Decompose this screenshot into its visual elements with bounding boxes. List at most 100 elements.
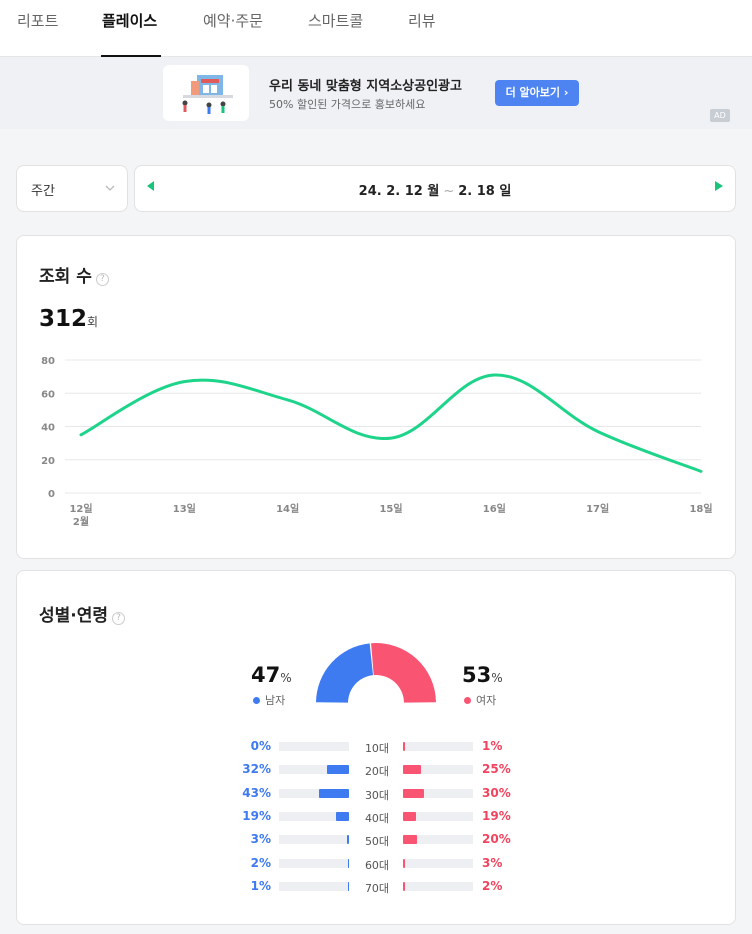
tab-report[interactable]: 리포트 <box>17 12 59 30</box>
views-series-line <box>79 373 703 473</box>
female-age-percent: 25% <box>482 762 511 777</box>
male-age-bar-track <box>279 811 349 821</box>
x-tick-label: 18일 <box>689 502 712 515</box>
ad-illustration <box>163 65 249 121</box>
views-total-unit: 회 <box>87 315 99 329</box>
views-line-chart: 0 20 40 60 80 12일 13일 14일 15일 16일 17일 18일 2월 <box>41 356 712 528</box>
help-icon[interactable]: ? <box>112 612 126 625</box>
male-percent: 47% <box>251 663 292 687</box>
active-tab-indicator <box>101 55 161 57</box>
tab-review[interactable]: 리뷰 <box>408 12 436 30</box>
female-age-bar-track <box>403 742 473 751</box>
male-age-bar <box>335 811 349 821</box>
tab-reservation-order[interactable]: 예약·주문 <box>203 12 263 30</box>
age-group-label: 60대 <box>364 858 390 872</box>
age-group-label: 50대 <box>364 835 390 849</box>
ad-banner[interactable]: 우리 동네 맞춤형 지역소상공인광고 50% 할인된 가격으로 홍보하세요 더 … <box>0 57 752 129</box>
gender-age-title-row: 성별·연령? <box>39 601 126 626</box>
x-tick-label: 16일 <box>483 502 506 515</box>
male-age-bar-track <box>279 788 349 798</box>
female-age-bar <box>403 765 421 775</box>
male-age-percent: 32% <box>242 762 271 777</box>
age-group-label: 20대 <box>364 765 390 779</box>
y-tick-label: 40 <box>41 423 55 434</box>
gender-age-title: 성별·연령 <box>39 606 109 626</box>
x-tick-label: 13일 <box>173 502 196 515</box>
age-row: 19% 40대 19% <box>17 806 737 826</box>
y-tick-label: 60 <box>41 389 55 400</box>
ad-badge: AD <box>710 109 730 122</box>
period-selected-value: 주간 <box>31 184 55 199</box>
date-separator: ~ <box>443 184 455 199</box>
x-tick-label: 17일 <box>586 502 609 515</box>
views-title: 조회 수 <box>39 267 92 287</box>
ad-subtitle: 50% 할인된 가격으로 홍보하세요 <box>269 98 426 111</box>
female-age-percent: 3% <box>482 855 503 870</box>
female-age-bar-track <box>403 788 473 798</box>
views-total: 312회 <box>39 306 98 332</box>
female-age-bar <box>403 742 405 751</box>
x-tick-sublabel: 2월 <box>73 516 89 528</box>
chevron-down-icon <box>105 182 115 195</box>
female-age-bar-track <box>403 881 473 891</box>
age-row: 3% 50대 20% <box>17 829 737 849</box>
female-age-percent: 2% <box>482 878 503 893</box>
age-group-label: 30대 <box>364 788 390 802</box>
female-legend: 여자 <box>464 692 496 708</box>
male-age-bar <box>347 858 349 868</box>
male-age-percent: 3% <box>250 832 271 847</box>
tab-place[interactable]: 플레이스 <box>102 12 158 30</box>
help-icon[interactable]: ? <box>95 273 109 286</box>
female-age-percent: 20% <box>482 832 511 847</box>
female-age-bar <box>403 835 417 845</box>
female-percent: 53% <box>462 663 503 687</box>
age-row: 43% 30대 30% <box>17 783 737 803</box>
views-total-number: 312 <box>39 306 88 332</box>
age-group-label: 10대 <box>364 742 390 755</box>
female-dot-icon <box>464 697 471 704</box>
male-age-bar-track <box>279 858 349 868</box>
male-age-bar <box>346 835 349 845</box>
date-range-navigator: 24. 2. 12 월 ~2. 18 일 <box>134 165 736 212</box>
x-tick-label: 14일 <box>276 502 299 515</box>
male-legend: 남자 <box>253 692 285 708</box>
female-age-percent: 19% <box>482 808 511 823</box>
period-select[interactable]: 주간 <box>16 165 128 212</box>
male-age-bar <box>318 788 349 798</box>
male-age-percent: 43% <box>242 785 271 800</box>
age-row: 2% 60대 3% <box>17 853 737 873</box>
female-age-percent: 1% <box>482 739 503 753</box>
top-tab-bar: 리포트 플레이스 예약·주문 스마트콜 리뷰 <box>0 0 752 57</box>
prev-week-arrow-icon[interactable] <box>147 181 155 194</box>
female-age-bar-track <box>403 835 473 845</box>
female-age-bar-track <box>403 858 473 868</box>
age-row: 0% 10대 1% <box>17 736 737 756</box>
learn-more-button[interactable]: 더 알아보기 › <box>495 80 579 106</box>
male-dot-icon <box>253 697 260 704</box>
views-card: 조회 수? 312회 0 20 40 60 80 12일 13일 14일 15일 16일 17일 18… <box>16 235 736 559</box>
gender-donut-chart <box>316 643 436 703</box>
tab-smartcall[interactable]: 스마트콜 <box>308 12 364 30</box>
male-age-bar <box>347 881 349 891</box>
female-age-bar <box>403 858 406 868</box>
age-row: 1% 70대 2% <box>17 876 737 896</box>
age-group-label: 40대 <box>364 811 390 825</box>
male-age-percent: 2% <box>250 855 271 870</box>
gender-age-card: 성별·연령? 47% 남자 53% 여자 0% 10대 1% 32% 20대 25% 43%… <box>16 570 736 925</box>
female-age-bar <box>403 881 405 891</box>
male-age-percent: 1% <box>250 878 271 893</box>
x-tick-label: 12일 <box>69 502 92 515</box>
date-end: 2. 18 일 <box>458 184 512 199</box>
age-group-label: 70대 <box>364 881 390 895</box>
female-age-percent: 30% <box>482 785 511 800</box>
y-tick-label: 80 <box>41 356 55 367</box>
male-age-bar-track <box>279 742 349 751</box>
female-donut-segment <box>371 643 436 703</box>
male-age-percent: 19% <box>242 808 271 823</box>
views-title-row: 조회 수? <box>39 262 109 287</box>
female-age-bar-track <box>403 765 473 775</box>
male-donut-segment <box>316 643 374 703</box>
x-tick-label: 15일 <box>379 502 402 515</box>
female-age-bar-track <box>403 811 473 821</box>
next-week-arrow-icon[interactable] <box>715 181 723 194</box>
